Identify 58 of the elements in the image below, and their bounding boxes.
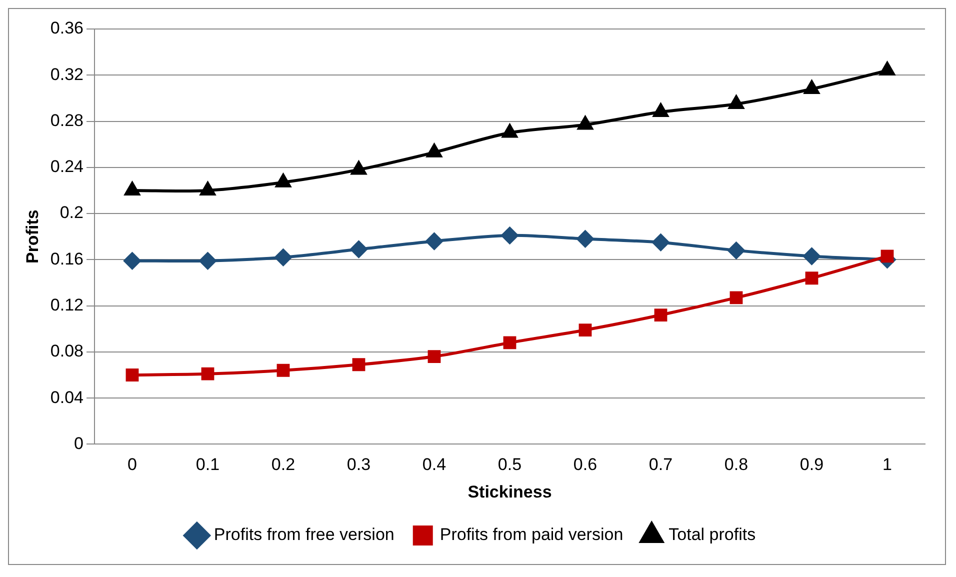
point xyxy=(653,104,668,118)
y-axis-title: Profits xyxy=(22,210,42,264)
point xyxy=(200,182,216,196)
point xyxy=(880,250,894,263)
point xyxy=(351,161,366,175)
legend-label: Total profits xyxy=(668,525,756,544)
x-tick-label: 1 xyxy=(882,455,892,474)
point xyxy=(880,62,895,76)
x-tick-label: 0.3 xyxy=(346,455,371,474)
x-tick-label: 0 xyxy=(128,455,137,474)
legend-label: Profits from free version xyxy=(214,525,394,544)
point xyxy=(654,308,668,322)
point xyxy=(276,364,290,377)
point xyxy=(428,350,441,363)
point xyxy=(501,226,518,244)
point xyxy=(426,144,442,158)
y-tick-label: 0.28 xyxy=(50,110,84,130)
y-tick-label: 0.2 xyxy=(60,203,84,222)
point xyxy=(124,182,140,196)
x-tick-label: 0.8 xyxy=(724,455,748,474)
point xyxy=(730,291,743,304)
y-tick-label: 0.32 xyxy=(50,64,84,84)
point xyxy=(578,116,593,130)
point xyxy=(126,368,139,382)
y-tick-label: 0 xyxy=(74,434,84,453)
point xyxy=(350,240,368,258)
point xyxy=(576,230,594,248)
y-tick-label: 0.08 xyxy=(50,342,84,361)
legend-label: Profits from paid version xyxy=(440,525,624,544)
point xyxy=(502,124,518,138)
point xyxy=(426,232,443,250)
x-tick-label: 0.4 xyxy=(422,455,446,474)
point xyxy=(276,174,291,188)
point xyxy=(503,336,516,350)
x-tick-label: 0.5 xyxy=(498,455,522,474)
y-tick-label: 0.36 xyxy=(50,18,84,38)
point xyxy=(803,248,820,265)
point xyxy=(804,80,820,94)
x-tick-label: 0.1 xyxy=(196,455,220,474)
x-tick-label: 0.9 xyxy=(800,455,824,474)
point xyxy=(805,272,818,285)
point xyxy=(274,248,292,266)
y-tick-label: 0.12 xyxy=(50,295,84,314)
point xyxy=(201,367,214,380)
x-tick-label: 0.6 xyxy=(573,455,598,474)
point xyxy=(652,234,670,251)
point xyxy=(124,252,141,270)
x-tick-label: 0.2 xyxy=(271,455,296,474)
point xyxy=(728,95,744,109)
y-tick-label: 0.24 xyxy=(50,157,84,176)
point xyxy=(728,242,745,259)
point xyxy=(352,358,366,372)
point xyxy=(578,324,592,336)
x-tick-label: 0.7 xyxy=(648,455,673,474)
point xyxy=(199,252,216,270)
x-axis-title: Stickiness xyxy=(468,482,552,502)
y-tick-label: 0.04 xyxy=(50,388,84,407)
y-tick-label: 0.16 xyxy=(50,249,84,268)
